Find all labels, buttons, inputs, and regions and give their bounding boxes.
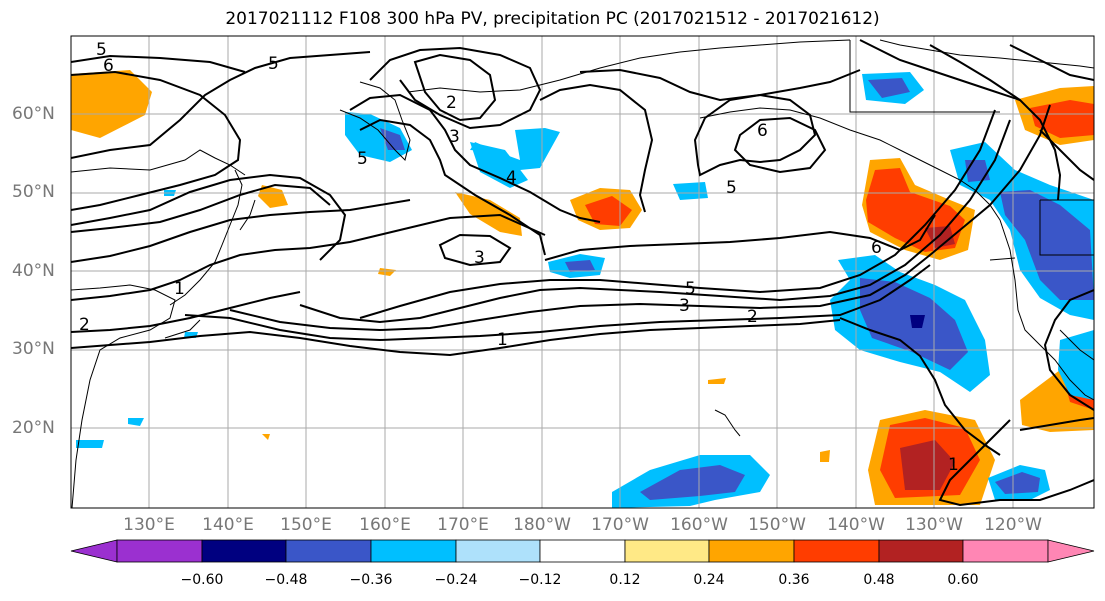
contour-label: 5 (726, 178, 737, 198)
colorbar-tick: 0.12 (609, 572, 641, 588)
lat-label: 40°N (12, 261, 55, 281)
colorbar-extend-low (70, 539, 118, 563)
colorbar-segment (962, 539, 1049, 563)
lon-label: 140°W (827, 515, 885, 535)
contour-label: 5 (685, 279, 696, 299)
colorbar-segment (878, 539, 964, 563)
lon-label: 130°E (123, 515, 175, 535)
contour-labels: 5 6 5 2 3 5 4 3 6 5 1 2 5 3 2 1 6 1 (79, 40, 959, 475)
plot-frame (70, 35, 1095, 509)
lon-label: 170°W (591, 515, 649, 535)
colorbar-tick: −0.36 (349, 572, 393, 588)
contour-label: 6 (757, 121, 768, 141)
lon-label: 150°W (748, 515, 806, 535)
lon-label: 140°E (202, 515, 254, 535)
colorbar-segment (455, 539, 541, 563)
colorbar-tick: −0.48 (264, 572, 308, 588)
contour-label: 5 (268, 54, 279, 74)
contour-label: 4 (506, 168, 517, 188)
contour-label: 3 (449, 127, 460, 147)
graticule (71, 36, 1094, 508)
colorbar-segment (624, 539, 710, 563)
colorbar-segment (201, 539, 287, 563)
contour-label: 5 (357, 149, 368, 169)
colorbar-tick: 0.60 (947, 572, 979, 588)
lat-label: 20°N (12, 418, 55, 438)
colorbar-tick: −0.24 (434, 572, 478, 588)
colorbar-segment (793, 539, 880, 563)
precip-anomaly-fill (71, 70, 1094, 508)
contour-label: 3 (474, 248, 485, 268)
colorbar-segment (285, 539, 372, 563)
lon-label: 180°W (513, 515, 571, 535)
lat-label: 60°N (12, 104, 55, 124)
map-area: 5 6 5 2 3 5 4 3 6 5 1 2 5 3 2 1 6 1 (71, 36, 1094, 508)
colorbar (70, 539, 1095, 563)
contour-label: 6 (103, 56, 114, 76)
contour-label: 5 (96, 40, 107, 60)
lat-label: 50°N (12, 182, 55, 202)
lon-label: 150°E (280, 515, 332, 535)
contour-label: 1 (174, 279, 185, 299)
lat-label: 30°N (12, 339, 55, 359)
contour-label: 2 (79, 315, 90, 335)
lon-label: 170°E (437, 515, 489, 535)
contour-label: 1 (948, 455, 959, 475)
colorbar-tick: −0.60 (180, 572, 224, 588)
colorbar-segment (116, 539, 203, 563)
contour-label: 1 (497, 330, 508, 350)
plot-title: 2017021112 F108 300 hPa PV, precipitatio… (225, 9, 880, 29)
colorbar-extend-high (1047, 539, 1095, 563)
contour-label: 2 (747, 307, 758, 327)
lon-label: 160°W (670, 515, 728, 535)
lon-label: 130°W (905, 515, 963, 535)
colorbar-segment (708, 539, 795, 563)
colorbar-tick: 0.48 (863, 572, 895, 588)
contour-label: 6 (871, 238, 882, 258)
pv-contours (71, 39, 1094, 507)
colorbar-segment (539, 539, 626, 563)
colorbar-tick: 0.24 (693, 572, 725, 588)
lon-label: 160°E (359, 515, 411, 535)
colorbar-segment (370, 539, 457, 563)
contour-label: 2 (446, 93, 457, 113)
colorbar-tick: 0.36 (778, 572, 810, 588)
contour-label: 3 (679, 296, 690, 316)
lon-label: 120°W (984, 515, 1042, 535)
colorbar-tick: −0.12 (518, 572, 562, 588)
coastlines (71, 39, 1094, 508)
